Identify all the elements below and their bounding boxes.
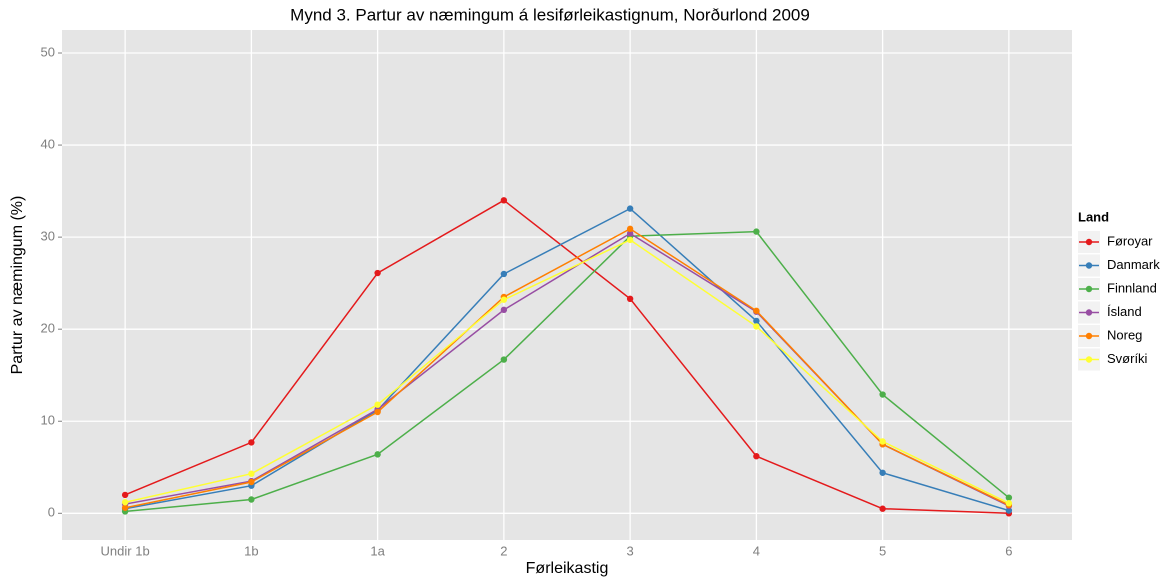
x-tick-label: 2 bbox=[500, 543, 507, 558]
point bbox=[121, 504, 129, 511]
y-tick-label: 0 bbox=[48, 505, 55, 520]
point bbox=[879, 505, 886, 512]
legend-label: Ísland bbox=[1107, 304, 1142, 319]
legend-title: Land bbox=[1078, 209, 1109, 224]
legend-key-point bbox=[1085, 309, 1093, 316]
legend-key-point bbox=[1085, 356, 1093, 363]
point bbox=[879, 438, 886, 445]
point bbox=[626, 236, 634, 244]
point bbox=[753, 317, 760, 325]
legend-key-point bbox=[1085, 285, 1093, 293]
point bbox=[626, 230, 634, 237]
point bbox=[121, 491, 129, 499]
point bbox=[626, 295, 634, 303]
legend-label: Føroyar bbox=[1107, 233, 1153, 248]
y-axis-label: Partur av næmingum (%) bbox=[9, 196, 26, 375]
y-tick-label: 40 bbox=[41, 137, 55, 152]
x-tick-label: 6 bbox=[1005, 543, 1012, 558]
point bbox=[626, 205, 634, 212]
y-tick-label: 30 bbox=[41, 229, 55, 244]
legend-label: Finnland bbox=[1107, 280, 1157, 295]
point bbox=[248, 439, 255, 446]
point bbox=[1005, 507, 1013, 514]
point bbox=[248, 470, 255, 477]
x-tick-label: 1a bbox=[370, 543, 385, 558]
y-tick-label: 10 bbox=[41, 413, 55, 428]
point bbox=[753, 453, 760, 460]
series-line bbox=[124, 199, 1009, 515]
point bbox=[248, 496, 255, 503]
point bbox=[626, 225, 634, 233]
point bbox=[753, 228, 760, 235]
point bbox=[374, 451, 381, 458]
point bbox=[500, 306, 508, 314]
x-axis-label: Førleikastig bbox=[526, 560, 609, 577]
x-tick-label: 1b bbox=[244, 543, 258, 558]
point bbox=[374, 408, 381, 416]
legend-label: Noreg bbox=[1107, 327, 1142, 342]
grid bbox=[58, 30, 1072, 540]
series-line bbox=[125, 230, 1010, 513]
legend-key-point bbox=[1085, 262, 1093, 269]
chart-title: Mynd 3. Partur av næmingum á lesiførleik… bbox=[290, 5, 810, 24]
x-tick-label: 5 bbox=[879, 543, 886, 558]
point bbox=[1005, 499, 1013, 507]
series-line bbox=[124, 207, 1010, 512]
y-tick-label: 50 bbox=[41, 44, 55, 59]
point bbox=[374, 401, 381, 408]
x-tick-label: 4 bbox=[753, 543, 760, 558]
lines bbox=[121, 197, 1013, 517]
point bbox=[500, 356, 508, 363]
point bbox=[753, 307, 760, 314]
point bbox=[879, 469, 886, 476]
point bbox=[121, 499, 129, 506]
x-tick-label: 3 bbox=[627, 543, 634, 558]
legend-key-point bbox=[1085, 332, 1093, 340]
series-line bbox=[124, 239, 1010, 504]
point bbox=[374, 269, 381, 277]
point bbox=[500, 296, 508, 303]
x-tick-label: Undir 1b bbox=[101, 543, 150, 558]
legend-label: Danmark bbox=[1107, 257, 1160, 272]
legend-entries: Føroyar Danmark Finnland Ísland Noreg Svøríki bbox=[1078, 231, 1160, 371]
point bbox=[753, 323, 760, 330]
point bbox=[879, 391, 886, 398]
point bbox=[248, 478, 255, 486]
point bbox=[500, 270, 508, 278]
legend-key-point bbox=[1085, 238, 1093, 246]
point bbox=[1005, 494, 1013, 501]
point bbox=[500, 197, 508, 204]
legend-label: Svøríki bbox=[1107, 351, 1148, 366]
y-tick-label: 20 bbox=[41, 321, 55, 336]
